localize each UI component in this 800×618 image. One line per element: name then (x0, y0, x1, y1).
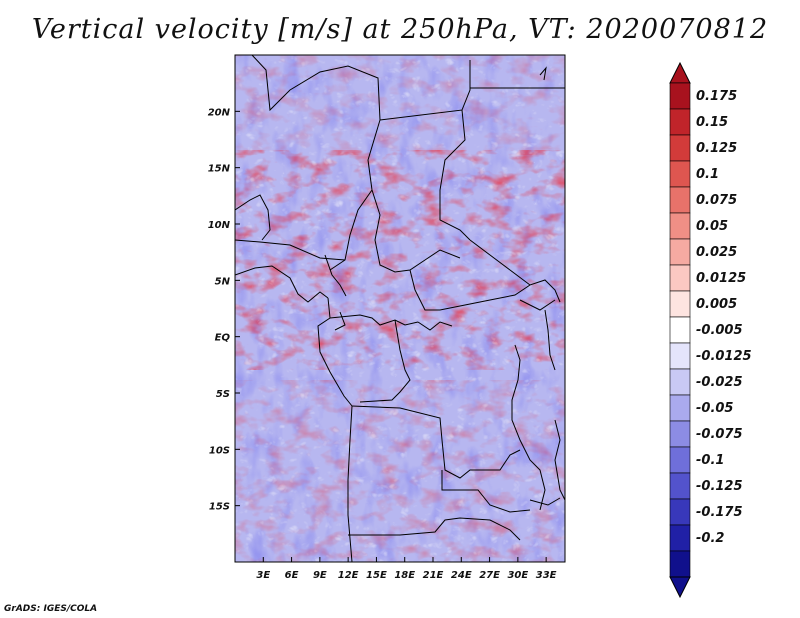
lat-tick-label: 5S (216, 389, 230, 400)
colorbar-swatch (669, 264, 691, 292)
colorbar-label: -0.005 (696, 323, 743, 338)
vertical-velocity-field (235, 55, 565, 562)
colorbar-swatch (669, 108, 691, 136)
colorbar-swatch (669, 290, 691, 318)
colorbar-swatch (669, 498, 691, 526)
colorbar-label: -0.075 (696, 427, 743, 442)
colorbar-swatch (669, 420, 691, 448)
colorbar-swatch (669, 446, 691, 474)
colorbar-label: 0.075 (696, 193, 737, 208)
colorbar-label: 0.15 (696, 115, 728, 130)
lon-tick-label: 27E (479, 570, 500, 581)
lon-tick-label: 9E (313, 570, 327, 581)
footer-credit: GrADS: IGES/COLA (4, 604, 98, 614)
lon-tick-label: 30E (507, 570, 528, 581)
map-frame (234, 54, 566, 563)
colorbar: 0.175 0.15 0.125 0.1 0.075 0.05 0.025 0.0125 0.0… (669, 61, 752, 599)
colorbar-label: -0.175 (696, 505, 743, 520)
colorbar-swatch (669, 524, 691, 552)
colorbar-swatch (669, 472, 691, 500)
lon-tick-label: 33E (536, 570, 557, 581)
colorbar-swatch (669, 238, 691, 266)
colorbar-swatch (669, 368, 691, 396)
colorbar-label: -0.2 (696, 531, 724, 546)
colorbar-swatch (669, 342, 691, 370)
colorbar-label: 0.175 (696, 89, 737, 104)
lat-tick-label: 5N (215, 276, 231, 287)
colorbar-swatch (669, 212, 691, 240)
colorbar-label: 0.125 (696, 141, 737, 156)
lon-tick-label: 18E (394, 570, 415, 581)
colorbar-label: 0.05 (696, 219, 728, 234)
colorbar-label: 0.1 (696, 167, 719, 182)
longitude-axis: 3E 6E 9E 12E 15E 18E 21E 24E 27E 30E 33E (256, 557, 557, 581)
colorbar-label: 0.005 (696, 297, 737, 312)
lon-tick-label: 3E (256, 570, 270, 581)
colorbar-swatch (669, 316, 691, 344)
colorbar-label: 0.0125 (696, 271, 746, 286)
lon-tick-label: 24E (451, 570, 472, 581)
colorbar-label: -0.025 (696, 375, 743, 390)
country-borders (235, 55, 565, 562)
colorbar-swatch (669, 82, 691, 110)
lon-tick-label: 6E (285, 570, 299, 581)
colorbar-label: 0.025 (696, 245, 737, 260)
lat-tick-label: 20N (208, 107, 231, 118)
colorbar-label: -0.1 (696, 453, 724, 468)
colorbar-label: -0.0125 (696, 349, 752, 364)
colorbar-swatch (669, 394, 691, 422)
colorbar-high-triangle (669, 61, 691, 84)
chart-title: Vertical velocity [m/s] at 250hPa, VT: 2… (31, 14, 769, 45)
colorbar-label: -0.05 (696, 401, 733, 416)
colorbar-low-triangle (669, 576, 691, 599)
lat-tick-label: EQ (215, 333, 231, 344)
lat-tick-label: 15N (208, 164, 231, 175)
colorbar-swatch (669, 134, 691, 162)
lon-tick-label: 21E (423, 570, 444, 581)
latitude-axis: 20N 15N 10N 5N EQ 5S 10S 15S (208, 107, 240, 513)
lat-tick-label: 10S (209, 445, 230, 456)
colorbar-swatch (669, 550, 691, 578)
lat-tick-label: 10N (208, 220, 231, 231)
lon-tick-label: 15E (366, 570, 387, 581)
lat-tick-label: 15S (209, 502, 230, 513)
colorbar-swatch (669, 186, 691, 214)
colorbar-label: -0.125 (696, 479, 743, 494)
lon-tick-label: 12E (338, 570, 359, 581)
colorbar-swatch (669, 160, 691, 188)
